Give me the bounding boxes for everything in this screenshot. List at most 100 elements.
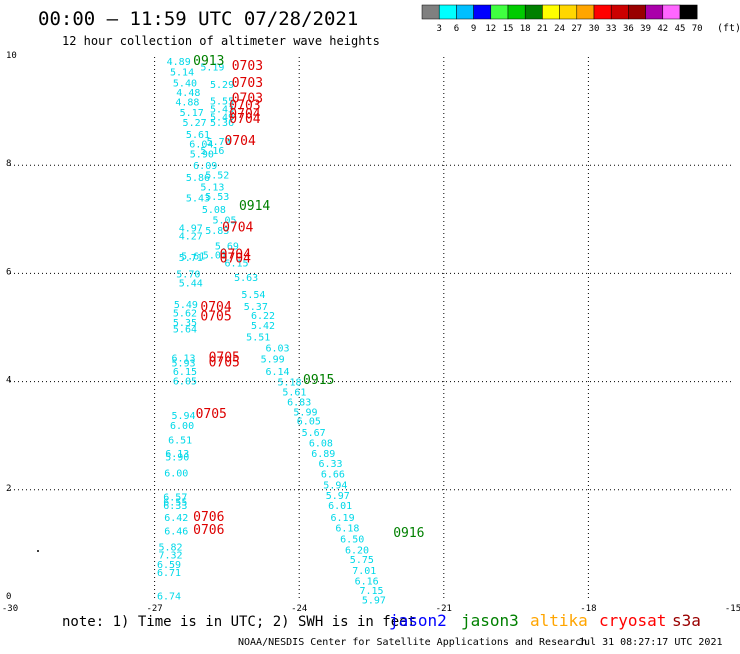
wave-height-label: 5.93 xyxy=(171,359,195,370)
data-labels: 4.895.145.404.484.885.175.275.616.045.90… xyxy=(157,54,424,607)
wave-height-label: 6.89 xyxy=(311,449,335,460)
chart-subtitle: 12 hour collection of altimeter wave hei… xyxy=(62,34,380,48)
wave-height-label: 5.27 xyxy=(183,118,207,129)
wave-height-label: 7.01 xyxy=(352,566,376,577)
wave-height-label: 6.57 xyxy=(163,492,187,503)
colorbar-legend: 3 6 9 12 15 18 21 24 27 30 33 36 39 42 45 70 xyxy=(421,4,703,34)
pass-label: 0703 xyxy=(232,59,263,74)
legend-jason3: jason3 xyxy=(461,611,519,630)
wave-height-label: 5.42 xyxy=(251,321,275,332)
x-tick-label: -15 xyxy=(725,604,740,614)
colorbar-label: 3 xyxy=(436,24,441,34)
wave-height-label: 6.51 xyxy=(168,435,192,446)
footer-timestamp: Jul 31 08:27:17 UTC 2021 xyxy=(578,637,723,648)
wave-height-label: 6.03 xyxy=(265,344,289,355)
colorbar-swatch xyxy=(542,4,560,20)
wave-height-label: 5.75 xyxy=(350,555,374,566)
wave-height-label: 5.69 xyxy=(215,241,239,252)
wave-height-label: 5.49 xyxy=(174,300,198,311)
wave-height-label: 6.59 xyxy=(157,560,181,571)
x-tick-label: -27 xyxy=(146,604,162,614)
x-tick-label: -24 xyxy=(291,604,307,614)
colorbar-label: 6 xyxy=(454,24,459,34)
y-tick-label: 8 xyxy=(6,159,11,169)
pass-label: 0706 xyxy=(193,510,224,525)
colorbar-swatch xyxy=(662,4,681,20)
wave-height-label: 5.64 xyxy=(173,325,197,336)
wave-height-label: 6.09 xyxy=(193,161,217,172)
wave-height-label: 4.48 xyxy=(176,88,200,99)
colorbar-swatch xyxy=(421,4,440,20)
wave-height-label: 6.66 xyxy=(321,470,345,481)
colorbar-swatch xyxy=(524,4,543,20)
wave-height-label: 5.94 xyxy=(171,411,195,422)
wave-height-label: 5.17 xyxy=(180,108,204,119)
colorbar-label: 24 xyxy=(554,24,565,34)
pass-label: 0704 xyxy=(220,251,251,266)
wave-height-label: 6.42 xyxy=(164,513,188,524)
legend-jason2: jason2 xyxy=(389,611,447,630)
wave-height-label: 6.00 xyxy=(164,468,188,479)
wave-height-label: 5.63 xyxy=(234,273,258,284)
colorbar-unit: (ft) xyxy=(717,23,740,34)
wave-height-label: 5.19 xyxy=(200,63,224,74)
colorbar-label: 18 xyxy=(520,24,531,34)
wave-height-label: 6.05 xyxy=(173,377,197,388)
pass-label: 0705 xyxy=(196,407,227,422)
colorbar-label: 30 xyxy=(589,24,600,34)
colorbar-swatch xyxy=(438,4,457,20)
wave-height-label: 5.36 xyxy=(210,118,234,129)
colorbar-swatch xyxy=(507,4,526,20)
wave-height-label: 5.97 xyxy=(326,491,350,502)
colorbar-swatch xyxy=(679,4,698,20)
wave-height-label: 6.22 xyxy=(251,311,275,322)
wave-height-label: 6.71 xyxy=(157,568,181,579)
colorbar-swatch xyxy=(593,4,612,20)
colorbar-label: 9 xyxy=(471,24,476,34)
pass-label: 0703 xyxy=(229,99,260,114)
wave-height-label: 6.00 xyxy=(170,421,194,432)
wave-height-label: 5.61 xyxy=(181,252,205,263)
pass-label: 0704 xyxy=(200,300,231,315)
wave-height-label: 5.86 xyxy=(186,173,210,184)
wave-height-label: 6.05 xyxy=(297,417,321,428)
pass-label: 0704 xyxy=(229,112,260,127)
wave-height-label: 5.61 xyxy=(186,130,210,141)
colorbar-swatch xyxy=(473,4,492,20)
wave-height-label: 7.15 xyxy=(359,586,383,597)
colorbar-label: 39 xyxy=(640,24,651,34)
axis-tick-labels: -30 -27 -24 -21 -18 -15 0 2 4 6 8 10 xyxy=(2,51,740,614)
wave-height-label: 5.35 xyxy=(173,318,197,329)
wave-height-label: 5.55 xyxy=(210,96,234,107)
y-tick-label: 4 xyxy=(6,376,11,386)
wave-height-label: 4.89 xyxy=(167,57,191,68)
wave-height-label: 6.83 xyxy=(287,398,311,409)
wave-height-label: 5.37 xyxy=(244,302,268,313)
wave-height-label: 6.13 xyxy=(165,449,189,460)
colorbar-label: 15 xyxy=(503,24,514,34)
pass-label: 0706 xyxy=(193,523,224,538)
colorbar-label: 70 xyxy=(692,24,703,34)
pass-label: 0916 xyxy=(393,526,424,541)
pass-label: 0915 xyxy=(303,373,334,388)
x-tick-label: -18 xyxy=(580,604,596,614)
wave-height-label: 7.32 xyxy=(158,551,182,562)
wave-height-label: 5.53 xyxy=(205,192,229,203)
wave-height-label: 6.20 xyxy=(345,545,369,556)
colorbar-swatch xyxy=(645,4,664,20)
wave-height-label: 5.16 xyxy=(200,146,224,157)
pass-label: 0703 xyxy=(232,76,263,91)
wave-height-label: 6.13 xyxy=(171,353,195,364)
colorbar-swatch xyxy=(559,4,578,20)
pass-label: 0914 xyxy=(239,199,270,214)
wave-height-label: 5.40 xyxy=(173,78,197,89)
wave-height-label: 6.19 xyxy=(331,513,355,524)
y-tick-label: 0 xyxy=(6,592,11,602)
wave-height-label: 6.46 xyxy=(164,526,188,537)
colorbar-swatch xyxy=(576,4,595,20)
pass-label: 0704 xyxy=(222,220,253,235)
wave-height-label: 5.29 xyxy=(210,80,234,91)
legend-s3a: s3a xyxy=(672,611,701,630)
